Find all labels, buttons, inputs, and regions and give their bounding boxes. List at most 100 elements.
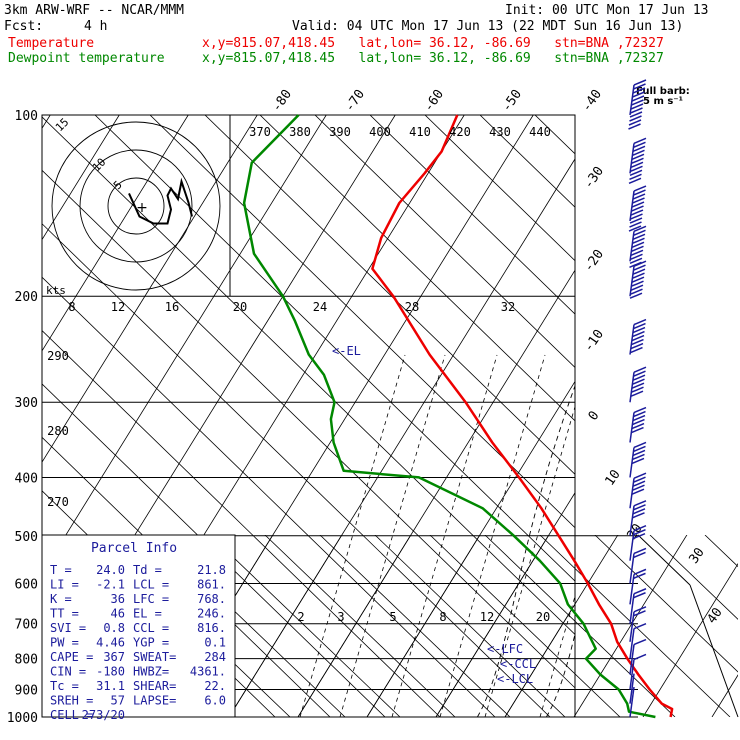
dry-adiabat — [314, 115, 575, 369]
wind-barb-flag — [628, 119, 642, 126]
isotherm-line — [643, 115, 740, 717]
wind-barb-flag — [633, 229, 646, 237]
wind-barb-flag — [633, 529, 646, 536]
dry-adiabat — [42, 276, 496, 717]
wind-barb-flag — [633, 547, 647, 555]
wind-barb-flag — [631, 99, 644, 106]
isotherm-line — [42, 115, 258, 463]
wind-barb-flag — [631, 205, 644, 212]
mixing-ratio-label: 5 — [389, 610, 396, 624]
wind-barb — [629, 588, 647, 624]
wind-barb-flag — [632, 237, 645, 245]
hodo-speed-label: 12 — [111, 300, 125, 314]
dry-adiabat — [479, 115, 575, 208]
wind-barb-flag — [629, 173, 642, 181]
wind-barb-flag — [630, 165, 643, 173]
mixing-ratio-label: 12 — [480, 610, 494, 624]
level-marker: <-LFC — [487, 642, 523, 656]
wind-barb-flag — [633, 225, 647, 233]
parcel-row-value: 36 — [111, 592, 125, 606]
wind-barb-flag — [632, 418, 645, 426]
hodo-ring-0 — [107, 177, 165, 235]
wind-barb-flag — [633, 588, 647, 595]
parcel-info-box — [41, 534, 236, 718]
level-marker: <-LCL — [497, 672, 533, 686]
wind-barb-flag — [631, 488, 645, 495]
theta-label-left: 280 — [47, 424, 69, 438]
wind-barb — [628, 185, 647, 232]
wind-barb — [629, 366, 647, 403]
wind-barb-flag — [629, 292, 643, 299]
pressure-label: 500 — [15, 530, 38, 545]
mixing-ratio-label: 8 — [439, 610, 446, 624]
parcel-row-value: 46 — [111, 607, 125, 621]
hodo-speed-label: 16 — [165, 300, 179, 314]
wind-barb-flag — [631, 280, 644, 287]
wind-barb-staff — [629, 659, 635, 690]
level-marker: <-CCL — [500, 657, 536, 671]
wind-barb-flag — [628, 123, 641, 130]
wind-barb-flag — [633, 189, 646, 196]
wind-barb-flag — [632, 233, 646, 241]
isotherm-label: -30 — [581, 164, 607, 192]
parcel-row-label: K = — [50, 592, 72, 606]
wind-barb-staff — [629, 266, 635, 297]
wind-barb-flag — [631, 386, 644, 393]
parcel-row-value-2: 246. — [197, 607, 226, 621]
dry-adiabat — [42, 383, 386, 717]
isotherm-line — [504, 535, 619, 717]
wind-barb-flag — [629, 169, 643, 177]
wind-barb-staff — [629, 231, 635, 262]
mixing-ratio-line — [439, 354, 546, 717]
hodo-speed-label: 20 — [233, 300, 247, 314]
wind-barb-flag — [632, 197, 645, 204]
forecast-hour: 4 h — [84, 19, 108, 34]
wind-barb-staff — [629, 372, 635, 403]
hodo-ring-1 — [79, 149, 193, 263]
wind-barb-flag — [633, 610, 646, 617]
dry-adiabat — [264, 535, 456, 717]
isotherm-label: 20 — [624, 521, 645, 542]
wind-barb-flag — [633, 653, 647, 661]
dewpoint-location: x,y=815.07,418.45 lat,lon= 36.12, -86.69… — [202, 51, 664, 66]
barb-legend-line1: Full barb: — [636, 86, 690, 97]
dry-adiabat — [700, 115, 740, 717]
wind-barb-flag — [631, 334, 645, 342]
parcel-row-value: -180 — [96, 665, 125, 679]
wind-barb-flag — [633, 410, 646, 418]
wind-barb-staff — [629, 593, 635, 624]
wind-barb-flag — [631, 422, 645, 430]
dry-adiabat — [704, 535, 738, 568]
wind-barb — [629, 472, 647, 509]
hodograph-trace — [128, 177, 193, 225]
wind-barb-staff — [629, 530, 635, 561]
wind-barb-flag — [631, 241, 645, 249]
valid-time: Valid: 04 UTC Mon 17 Jun 13 (22 MDT Sun … — [292, 19, 684, 34]
dry-adiabat — [374, 535, 566, 717]
isotherm-label: -60 — [421, 87, 447, 115]
wind-barb — [629, 622, 647, 659]
wind-barb-flag — [633, 476, 646, 483]
wind-barb — [629, 547, 647, 584]
wind-barb-flag — [633, 137, 647, 145]
parcel-row-label: CIN = — [50, 665, 86, 679]
wind-barb-flag — [633, 622, 647, 630]
parcel-row-value: 57 — [111, 694, 125, 708]
wind-barb-flag — [633, 366, 647, 373]
wind-barb-flag — [632, 449, 646, 457]
isotherm-line — [42, 115, 189, 352]
wind-barb-flag — [628, 225, 642, 232]
wind-barb — [629, 638, 647, 675]
frame-diagonal-2 — [689, 584, 739, 718]
barb-legend-line2: 5 m s⁻¹ — [643, 96, 683, 107]
isotherm-label: 30 — [686, 545, 707, 566]
parcel-row-label: TT = — [50, 607, 79, 621]
wind-barb — [629, 653, 647, 690]
theta-label: 430 — [489, 125, 511, 139]
isotherm-line — [435, 535, 550, 717]
wind-barb-flag — [630, 107, 643, 114]
dry-adiabat — [645, 115, 740, 717]
wind-barb-flag — [630, 284, 644, 291]
wind-barb — [629, 568, 647, 605]
parcel-row-label: CAPE = — [50, 650, 93, 664]
